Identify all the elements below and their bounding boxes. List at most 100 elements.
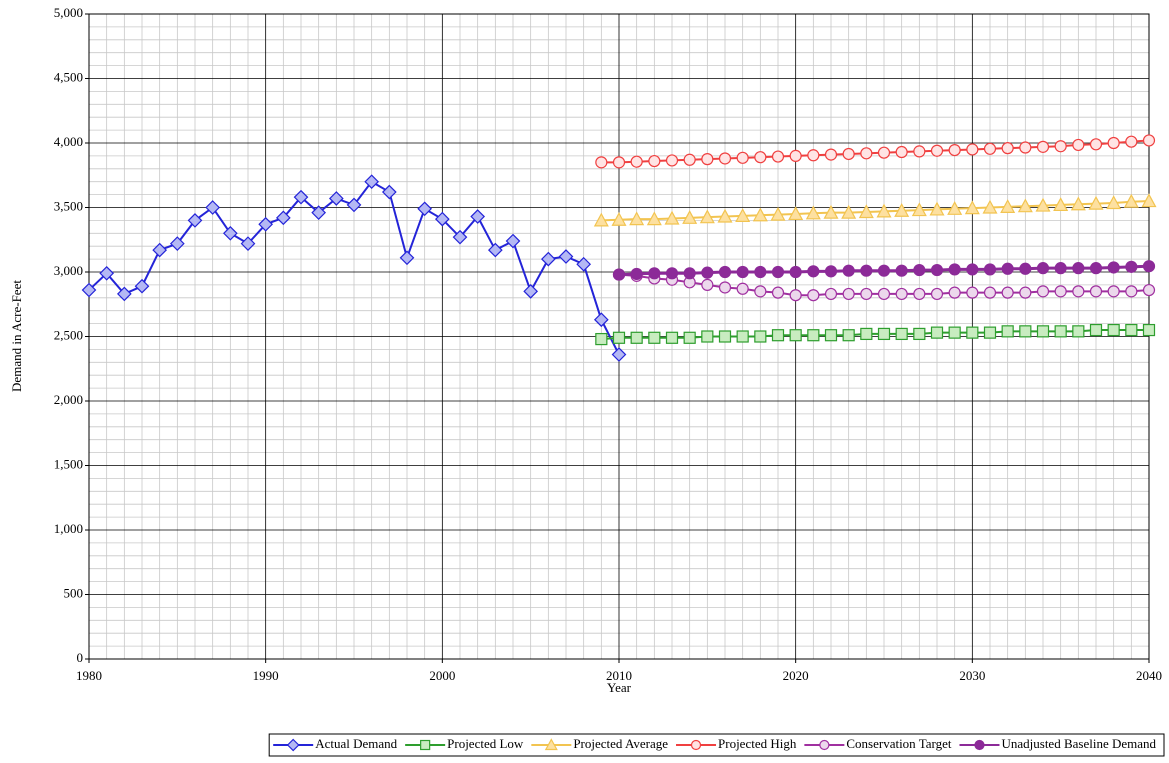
marker <box>842 329 855 342</box>
marker <box>612 331 626 344</box>
marker <box>771 265 785 279</box>
legend-item: Projected High <box>676 736 797 751</box>
marker <box>1001 286 1014 299</box>
marker <box>876 203 892 218</box>
marker <box>754 151 767 164</box>
marker <box>966 326 979 339</box>
legend-box <box>268 733 1165 757</box>
marker <box>736 330 749 343</box>
marker <box>948 263 961 276</box>
marker <box>913 263 926 277</box>
marker <box>752 207 768 222</box>
marker <box>286 738 300 752</box>
marker <box>983 326 997 339</box>
marker <box>895 287 908 301</box>
marker <box>1072 262 1085 275</box>
marker <box>1019 141 1032 154</box>
marker <box>1125 260 1138 273</box>
marker <box>771 150 785 163</box>
legend-item: Actual Demand <box>273 736 398 752</box>
marker <box>1017 198 1033 213</box>
marker <box>718 152 732 165</box>
marker <box>736 265 749 279</box>
marker <box>648 154 661 168</box>
marker <box>842 287 855 301</box>
legend-label: Actual Demand <box>315 736 397 751</box>
marker <box>682 210 698 224</box>
marker <box>824 148 838 161</box>
marker <box>134 278 150 294</box>
marker <box>1107 136 1120 150</box>
marker <box>611 211 627 226</box>
marker <box>860 147 873 160</box>
marker <box>1141 193 1157 208</box>
marker <box>612 268 626 281</box>
marker <box>948 143 961 157</box>
marker <box>1142 134 1156 147</box>
marker <box>240 236 256 251</box>
marker <box>169 236 185 251</box>
marker <box>717 208 733 223</box>
marker <box>646 211 662 226</box>
x-tick-label: 1980 <box>76 668 102 683</box>
marker <box>630 155 643 168</box>
marker <box>860 264 873 277</box>
marker <box>895 327 908 341</box>
marker <box>947 201 963 215</box>
marker <box>434 211 450 227</box>
marker <box>948 286 961 299</box>
marker <box>1089 285 1103 298</box>
marker <box>1088 195 1104 210</box>
marker <box>611 347 627 362</box>
marker <box>718 281 732 294</box>
x-tick-label: 1990 <box>253 668 279 683</box>
marker <box>699 209 715 224</box>
marker <box>771 286 785 299</box>
marker <box>470 209 486 224</box>
marker <box>807 329 820 342</box>
marker <box>222 225 238 241</box>
marker <box>718 265 732 279</box>
marker <box>1053 197 1069 212</box>
marker <box>736 151 749 164</box>
legend-item: Unadjusted Baseline Demand <box>959 736 1156 751</box>
legend-item: Conservation Target <box>804 736 952 751</box>
marker <box>1142 323 1156 337</box>
marker <box>1106 195 1122 210</box>
marker <box>948 326 961 339</box>
marker <box>718 330 732 343</box>
x-axis-label: Year <box>607 680 632 695</box>
marker <box>1036 140 1050 153</box>
marker <box>205 200 221 215</box>
marker <box>487 242 503 258</box>
marker <box>1142 283 1156 297</box>
marker <box>630 267 643 281</box>
marker <box>823 204 839 219</box>
marker <box>1142 260 1156 273</box>
series-line <box>601 329 1149 341</box>
marker <box>1107 323 1120 337</box>
marker <box>665 331 679 344</box>
legend-label: Projected Average <box>573 736 668 751</box>
marker <box>593 212 609 227</box>
x-tick-label: 2040 <box>1136 668 1162 683</box>
marker <box>381 184 397 200</box>
marker <box>1019 286 1032 299</box>
marker <box>911 202 927 217</box>
marker <box>293 189 309 205</box>
marker <box>1054 262 1067 275</box>
marker <box>982 199 998 214</box>
marker <box>701 330 714 343</box>
marker <box>1054 285 1067 298</box>
marker <box>805 205 821 220</box>
marker <box>540 251 556 267</box>
marker <box>612 156 626 169</box>
marker <box>690 739 702 751</box>
y-tick-label: 1,500 <box>54 456 83 471</box>
marker <box>789 329 802 342</box>
marker <box>1107 261 1120 274</box>
y-tick-label: 3,000 <box>54 263 83 278</box>
marker <box>648 267 661 280</box>
marker <box>1072 325 1085 338</box>
